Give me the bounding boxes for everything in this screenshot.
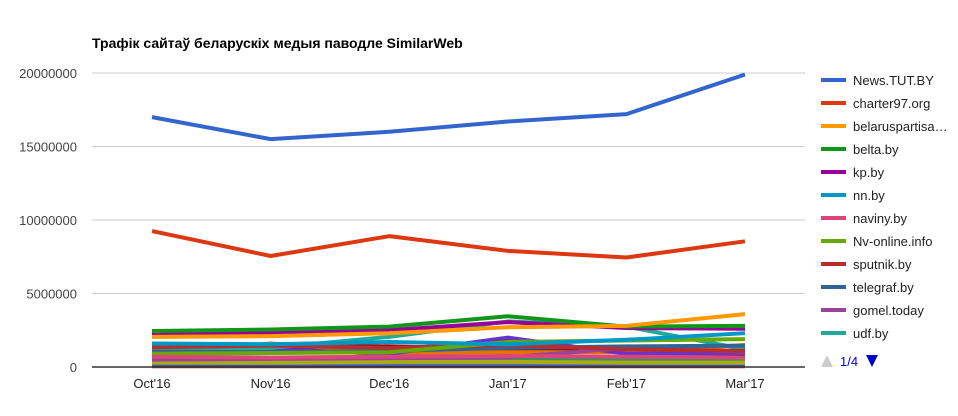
triangle-down-icon[interactable] xyxy=(866,355,878,367)
legend-item[interactable]: naviny.by xyxy=(821,211,907,226)
series-line-nn-by[interactable] xyxy=(151,331,746,347)
legend-label: kp.by xyxy=(853,165,885,180)
y-tick-label: 0 xyxy=(70,360,77,375)
legend-label: belaruspartisa… xyxy=(853,119,948,134)
legend-item[interactable]: udf.by xyxy=(821,326,889,341)
legend-item[interactable]: belta.by xyxy=(821,142,899,157)
x-tick-label: Oct'16 xyxy=(133,376,170,391)
legend-label: naviny.by xyxy=(853,211,907,226)
series-line-belaruspartisan-org[interactable] xyxy=(151,312,746,339)
legend-item[interactable]: kp.by xyxy=(821,165,885,180)
legend-item[interactable]: gomel.today xyxy=(821,303,924,318)
y-axis-ticks: 0 5000000 10000000 15000000 20000000 xyxy=(19,66,77,375)
gridlines xyxy=(92,72,805,294)
legend-pager: 1/4 xyxy=(821,354,878,369)
legend-item[interactable]: Nv-online.info xyxy=(821,234,933,249)
legend-label: telegraf.by xyxy=(853,280,914,295)
legend-label: gomel.today xyxy=(853,303,924,318)
x-tick-label: Dec'16 xyxy=(369,376,409,391)
x-tick-label: Mar'17 xyxy=(725,376,764,391)
legend-label: sputnik.by xyxy=(853,257,912,272)
legend-label: charter97.org xyxy=(853,96,930,111)
series-line-other-1[interactable] xyxy=(152,359,745,365)
legend-item[interactable]: telegraf.by xyxy=(821,280,914,295)
series-line-naviny-by[interactable] xyxy=(151,353,746,360)
series-line-news-tut-by[interactable] xyxy=(151,72,746,142)
legend-label: News.TUT.BY xyxy=(853,73,934,88)
triangle-up-icon[interactable] xyxy=(821,355,833,367)
x-tick-label: Jan'17 xyxy=(489,376,527,391)
legend-page-indicator: 1/4 xyxy=(840,354,858,369)
y-tick-label: 15000000 xyxy=(19,140,77,155)
x-tick-label: Nov'16 xyxy=(251,376,291,391)
series-line-charter97-org[interactable] xyxy=(151,229,746,260)
y-tick-label: 5000000 xyxy=(26,287,77,302)
legend-item[interactable]: nn.by xyxy=(821,188,885,203)
y-tick-label: 20000000 xyxy=(19,66,77,81)
series-lines xyxy=(151,72,746,369)
legend-item[interactable]: sputnik.by xyxy=(821,257,912,272)
legend-item[interactable]: News.TUT.BY xyxy=(821,73,934,88)
chart-title: Трафік сайтаў беларускіх медыя паводле S… xyxy=(92,35,463,51)
legend-item[interactable]: belaruspartisa… xyxy=(821,119,948,134)
y-tick-label: 10000000 xyxy=(19,213,77,228)
legend-label: nn.by xyxy=(853,188,885,203)
x-axis-ticks: Oct'16 Nov'16 Dec'16 Jan'17 Feb'17 Mar'17 xyxy=(133,376,764,391)
x-tick-label: Feb'17 xyxy=(607,376,646,391)
legend: News.TUT.BY charter97.org belaruspartisa… b… xyxy=(821,73,948,341)
legend-label: udf.by xyxy=(853,326,889,341)
legend-item[interactable]: charter97.org xyxy=(821,96,930,111)
legend-label: belta.by xyxy=(853,142,899,157)
series-line-belta-by[interactable] xyxy=(151,314,746,333)
legend-label: Nv-online.info xyxy=(853,234,933,249)
